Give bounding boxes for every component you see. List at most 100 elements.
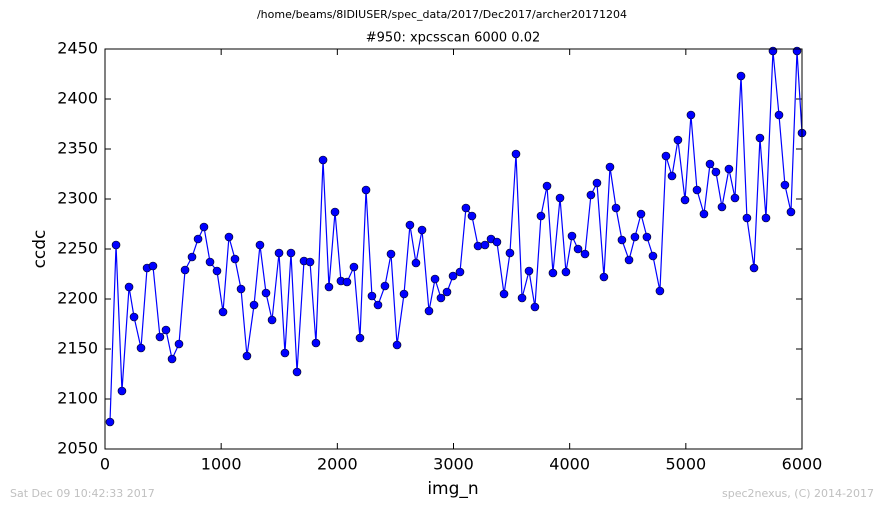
y-tick-label: 2050: [57, 439, 98, 458]
data-point: [417, 225, 427, 235]
y-tick-label: 2250: [57, 239, 98, 258]
data-point: [717, 202, 727, 212]
data-point: [705, 159, 715, 169]
data-point: [193, 234, 203, 244]
data-point: [330, 207, 340, 217]
data-point: [648, 251, 658, 261]
data-point: [205, 257, 215, 267]
data-point: [267, 315, 277, 325]
data-point: [774, 110, 784, 120]
data-point: [555, 193, 565, 203]
suptitle: /home/beams/8IDIUSER/spec_data/2017/Dec2…: [257, 8, 627, 21]
data-point: [455, 267, 465, 277]
data-point: [367, 291, 377, 301]
data-point: [212, 266, 222, 276]
data-point: [511, 149, 521, 159]
data-point: [617, 235, 627, 245]
data-point: [536, 211, 546, 221]
data-point: [399, 289, 409, 299]
data-point: [680, 195, 690, 205]
data-point: [424, 306, 434, 316]
y-axis-label: ccdc: [30, 230, 50, 269]
data-point: [736, 71, 746, 81]
data-point: [667, 171, 677, 181]
data-point: [699, 209, 709, 219]
x-tick-label: 0: [100, 455, 110, 474]
data-point: [561, 267, 571, 277]
data-point: [661, 151, 671, 161]
data-point: [187, 252, 197, 262]
data-point: [436, 293, 446, 303]
data-point: [573, 244, 583, 254]
y-tick-label: 2450: [57, 39, 98, 58]
data-point: [768, 46, 778, 56]
data-point: [480, 240, 490, 250]
data-point: [580, 249, 590, 259]
data-point: [361, 185, 371, 195]
data-point: [324, 282, 334, 292]
data-point: [724, 164, 734, 174]
data-point: [292, 367, 302, 377]
footer-right: spec2nexus, (C) 2014-2017: [722, 487, 874, 500]
x-tick-label: 4000: [549, 455, 590, 474]
data-point: [180, 265, 190, 275]
data-point: [792, 46, 802, 56]
data-point: [505, 248, 515, 258]
data-point: [161, 325, 171, 335]
data-point: [780, 180, 790, 190]
data-point: [230, 254, 240, 264]
data-point: [236, 284, 246, 294]
data-point: [286, 248, 296, 258]
data-point: [611, 203, 621, 213]
data-point: [224, 232, 234, 242]
data-point: [517, 293, 527, 303]
data-point: [686, 110, 696, 120]
y-tick-label: 2350: [57, 139, 98, 158]
data-point: [542, 181, 552, 191]
data-point: [274, 248, 284, 258]
data-point: [742, 213, 752, 223]
data-point: [461, 203, 471, 213]
data-point: [492, 237, 502, 247]
data-point: [373, 300, 383, 310]
data-point: [318, 155, 328, 165]
data-point: [111, 240, 121, 250]
data-point: [592, 178, 602, 188]
data-point: [711, 167, 721, 177]
y-tick-label: 2100: [57, 389, 98, 408]
data-point: [548, 268, 558, 278]
data-point: [692, 185, 702, 195]
data-point: [342, 277, 352, 287]
x-tick-label: 6000: [782, 455, 823, 474]
data-point: [786, 207, 796, 217]
data-point: [155, 332, 165, 342]
data-point: [386, 249, 396, 259]
data-point: [524, 266, 534, 276]
x-tick-label: 2000: [317, 455, 358, 474]
data-point: [749, 263, 759, 273]
data-point: [673, 135, 683, 145]
data-point: [355, 333, 365, 343]
data-point: [636, 209, 646, 219]
x-tick-label: 1000: [201, 455, 242, 474]
y-tick-label: 2150: [57, 339, 98, 358]
data-point: [730, 193, 740, 203]
data-point: [199, 222, 209, 232]
footer-left: Sat Dec 09 10:42:33 2017: [10, 487, 155, 500]
data-point: [630, 232, 640, 242]
data-point: [167, 354, 177, 364]
data-point: [392, 340, 402, 350]
data-point: [305, 257, 315, 267]
x-tick-label: 5000: [665, 455, 706, 474]
data-point: [530, 302, 540, 312]
data-point: [349, 262, 359, 272]
data-point: [467, 211, 477, 221]
data-point: [105, 417, 115, 427]
data-point: [655, 286, 665, 296]
data-point: [761, 213, 771, 223]
data-point: [499, 289, 509, 299]
data-point: [242, 351, 252, 361]
data-point: [280, 348, 290, 358]
data-point: [136, 343, 146, 353]
